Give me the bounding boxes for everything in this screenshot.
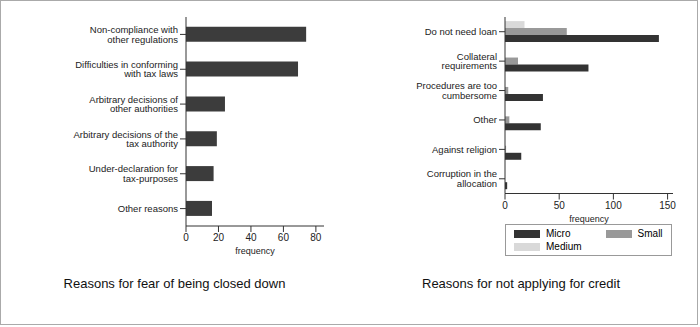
svg-text:50: 50 xyxy=(554,200,566,211)
svg-text:100: 100 xyxy=(605,200,622,211)
svg-text:150: 150 xyxy=(659,200,676,211)
html-text:Reasons for fear of being clos: Reasons for fear of being closed down xyxy=(63,276,286,291)
svg-text:Under-declaration fortax-purpo: Under-declaration fortax-purposes xyxy=(89,163,178,184)
svg-text:Corruption in theallocation: Corruption in theallocation xyxy=(427,168,497,189)
html-text:Reasons for not applying for c: Reasons for not applying for credit xyxy=(422,276,620,291)
svg-text:Arbitrary decisions ofother au: Arbitrary decisions ofother authorities xyxy=(89,94,178,115)
svg-text:0: 0 xyxy=(502,200,508,211)
html-text:Small: Small xyxy=(637,228,663,239)
svg-text:Do not need loan: Do not need loan xyxy=(425,26,497,37)
svg-text:Other: Other xyxy=(473,114,497,125)
svg-text:Non-compliance withother regul: Non-compliance withother regulations xyxy=(90,24,178,45)
svg-text:60: 60 xyxy=(278,232,290,243)
svg-text:frequency: frequency xyxy=(235,246,275,256)
svg-text:80: 80 xyxy=(310,232,322,243)
svg-text:Against religion: Against religion xyxy=(432,144,497,155)
svg-text:Collateralrequirements: Collateralrequirements xyxy=(442,51,498,71)
svg-text:Arbitrary decisions of thetax: Arbitrary decisions of thetax authority xyxy=(73,129,178,150)
svg-text:frequency: frequency xyxy=(569,214,609,224)
svg-text:0: 0 xyxy=(183,232,189,243)
svg-text:Difficulties in conformingwith: Difficulties in conformingwith tax laws xyxy=(75,59,178,79)
svg-text:Other reasons: Other reasons xyxy=(118,203,178,214)
html-text:Medium: Medium xyxy=(546,241,582,252)
svg-text:40: 40 xyxy=(245,232,257,243)
svg-text:Procedures are toocumbersome: Procedures are toocumbersome xyxy=(416,80,497,101)
html-text:Micro: Micro xyxy=(546,228,571,239)
svg-text:20: 20 xyxy=(213,232,225,243)
